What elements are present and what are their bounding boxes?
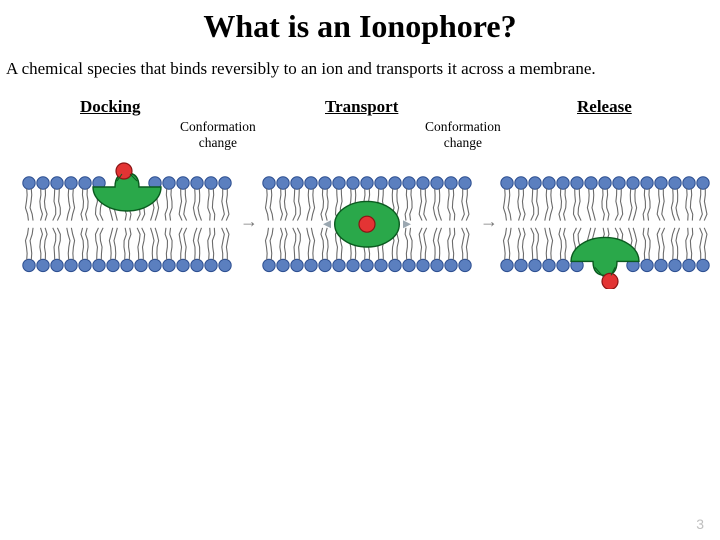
definition-text: A chemical species that binds reversibly… — [0, 45, 720, 79]
diagram-row: → → — [0, 149, 720, 299]
membrane-release-svg — [500, 149, 710, 289]
arrow-right: → — [480, 211, 498, 232]
conformation-left-line2: change — [199, 135, 237, 150]
page-number: 3 — [696, 516, 704, 532]
conformation-label-left: Conformation change — [180, 119, 256, 150]
stage-label-docking: Docking — [80, 97, 140, 117]
stage-label-release: Release — [577, 97, 632, 117]
membrane-docking-svg — [22, 149, 232, 289]
stage-labels-row: Docking Transport Release — [0, 97, 720, 119]
arrow-left: → — [240, 211, 258, 232]
conformation-label-right: Conformation change — [425, 119, 501, 150]
panel-transport — [262, 149, 472, 294]
panel-docking — [22, 149, 232, 294]
conformation-right-line1: Conformation — [425, 119, 501, 134]
panel-release — [500, 149, 710, 294]
membrane-transport-svg — [262, 149, 472, 289]
page-title: What is an Ionophore? — [0, 0, 720, 45]
conformation-left-line1: Conformation — [180, 119, 256, 134]
conformation-right-line2: change — [444, 135, 482, 150]
stage-label-transport: Transport — [325, 97, 398, 117]
conformation-labels-row: Conformation change Conformation change — [0, 119, 720, 153]
